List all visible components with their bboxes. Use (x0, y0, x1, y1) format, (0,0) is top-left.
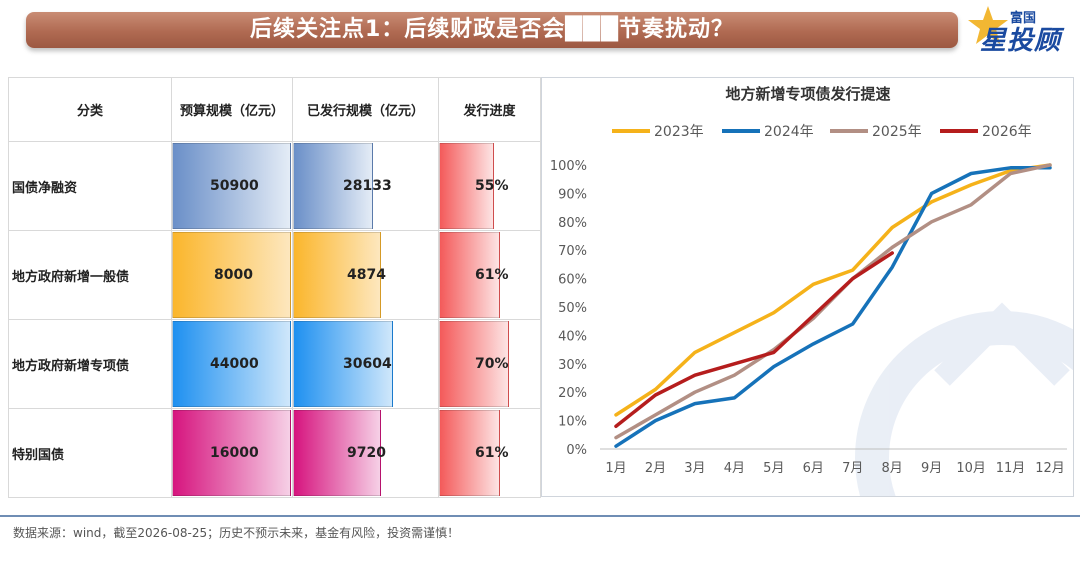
chart-legend: 2023年 2024年 2025年 2026年 (612, 124, 1032, 140)
budget-value: 44000 (210, 356, 259, 372)
progress-value: 70% (475, 356, 509, 372)
x-tick-label: 8月 (882, 461, 903, 476)
title-banner: 后续关注点1：后续财政是否会███节奏扰动？ (26, 12, 958, 48)
issued-value: 30604 (343, 356, 392, 372)
y-tick-label: 100% (550, 159, 587, 174)
legend-label: 2023年 (654, 124, 704, 140)
x-tick-label: 11月 (996, 461, 1026, 476)
budget-cell: 44000 (171, 319, 293, 409)
progress-value: 61% (475, 267, 509, 283)
table-row: 特别国债 16000 9720 61% (8, 408, 541, 498)
series-line (614, 163, 1052, 440)
y-tick-label: 60% (558, 273, 587, 288)
y-tick-label: 40% (558, 329, 587, 344)
header-category: 分类 (8, 77, 172, 142)
x-tick-label: 7月 (842, 461, 863, 476)
series-line (614, 166, 1052, 448)
progress-cell: 61% (438, 408, 541, 498)
y-tick-label: 10% (558, 415, 587, 430)
x-tick-label: 3月 (684, 461, 705, 476)
progress-cell: 70% (438, 319, 541, 409)
x-tick-label: 12月 (1035, 461, 1065, 476)
row-category: 地方政府新增一般债 (8, 230, 172, 320)
brand-name: 星投顾 (980, 26, 1062, 56)
x-tick-label: 10月 (956, 461, 986, 476)
progress-cell: 55% (438, 141, 541, 231)
header-progress: 发行进度 (438, 77, 541, 142)
budget-cell: 8000 (171, 230, 293, 320)
budget-cell: 50900 (171, 141, 293, 231)
issued-value: 28133 (343, 178, 392, 194)
issued-value: 9720 (347, 445, 386, 461)
legend-label: 2025年 (872, 124, 922, 140)
progress-value: 55% (475, 178, 509, 194)
issued-cell: 30604 (292, 319, 439, 409)
progress-cell: 61% (438, 230, 541, 320)
budget-cell: 16000 (171, 408, 293, 498)
progress-value: 61% (475, 445, 509, 461)
issued-bar (293, 232, 381, 318)
x-axis: 1月 2月 3月 4月 5月 6月 7月 8月 9月 10月 11月 12月 (605, 461, 1064, 476)
budget-value: 50900 (210, 178, 259, 194)
page-title: 后续关注点1：后续财政是否会███节奏扰动？ (249, 17, 735, 42)
issued-bar (293, 321, 393, 407)
watermark (855, 302, 1073, 496)
bond-issuance-table: 分类 预算规模（亿元） 已发行规模（亿元） 发行进度 国债净融资 50900 2… (8, 77, 541, 498)
y-tick-label: 30% (558, 358, 587, 373)
budget-bar (172, 410, 291, 496)
x-tick-label: 6月 (803, 461, 824, 476)
issued-bar (293, 143, 373, 229)
y-tick-label: 20% (558, 386, 587, 401)
row-category: 特别国债 (8, 408, 172, 498)
header-budget: 预算规模（亿元） (171, 77, 293, 142)
footer-divider (0, 515, 1080, 517)
brand-small-text: 富国 (1010, 11, 1037, 26)
progress-bar (439, 410, 500, 496)
issued-value: 4874 (347, 267, 386, 283)
chart-panel: 地方新增专项债发行提速 2023年 2024年 2025年 2026年 0% 10% 20… (541, 77, 1074, 497)
star-icon (968, 6, 1008, 44)
y-tick-label: 50% (558, 301, 587, 316)
x-tick-label: 1月 (605, 461, 626, 476)
brand-logo: 富国 星投顾 (966, 4, 1076, 56)
table-row: 地方政府新增一般债 8000 4874 61% (8, 230, 541, 320)
x-tick-label: 9月 (921, 461, 942, 476)
source-note: 数据来源：wind，截至2026-08-25；历史不预示未来，基金有风险，投资需… (13, 526, 460, 540)
issued-bar (293, 410, 381, 496)
issued-cell: 4874 (292, 230, 439, 320)
line-chart: 地方新增专项债发行提速 2023年 2024年 2025年 2026年 0% 10% 20… (550, 85, 1073, 496)
table-row: 地方政府新增专项债 44000 30604 70% (8, 319, 541, 409)
x-tick-label: 5月 (763, 461, 784, 476)
header-issued: 已发行规模（亿元） (292, 77, 439, 142)
y-tick-label: 90% (558, 187, 587, 202)
series-lines (614, 163, 1052, 448)
table-header-row: 分类 预算规模（亿元） 已发行规模（亿元） 发行进度 (8, 77, 541, 142)
budget-value: 8000 (214, 267, 253, 283)
series-line (614, 251, 894, 429)
progress-bar (439, 232, 500, 318)
progress-bar (439, 143, 494, 229)
x-tick-label: 2月 (645, 461, 666, 476)
budget-bar (172, 321, 291, 407)
x-tick-label: 4月 (724, 461, 745, 476)
progress-bar (439, 321, 509, 407)
legend-label: 2024年 (764, 124, 814, 140)
budget-value: 16000 (210, 445, 259, 461)
issued-cell: 9720 (292, 408, 439, 498)
y-axis: 0% 10% 20% 30% 40% 50% 60% 70% 80% 90% 100% (550, 159, 587, 458)
y-tick-label: 70% (558, 244, 587, 259)
chart-title: 地方新增专项债发行提速 (725, 85, 890, 103)
budget-bar (172, 143, 291, 229)
row-category: 地方政府新增专项债 (8, 319, 172, 409)
series-line (614, 163, 1052, 417)
legend-label: 2026年 (982, 124, 1032, 140)
row-category: 国债净融资 (8, 141, 172, 231)
budget-bar (172, 232, 291, 318)
issued-cell: 28133 (292, 141, 439, 231)
y-tick-label: 80% (558, 216, 587, 231)
table-row: 国债净融资 50900 28133 55% (8, 141, 541, 231)
y-tick-label: 0% (566, 443, 587, 458)
